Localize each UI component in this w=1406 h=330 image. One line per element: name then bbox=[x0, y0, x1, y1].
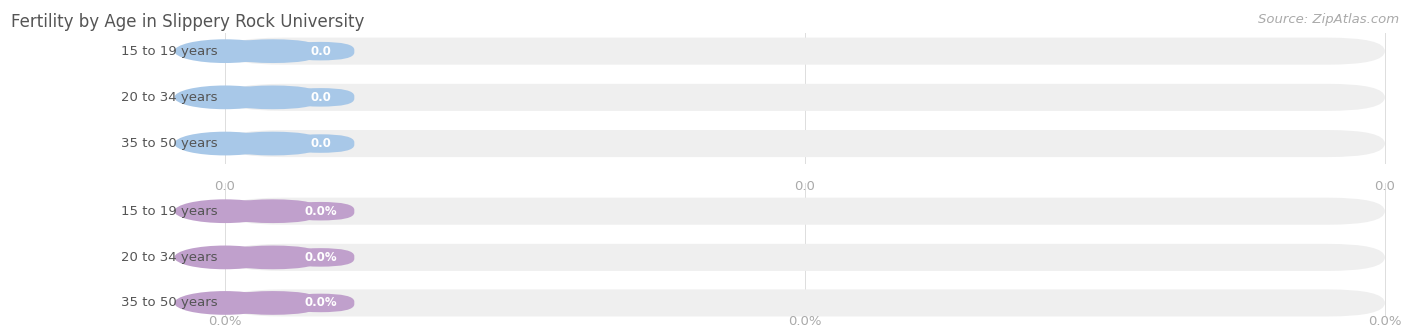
Text: 0.0: 0.0 bbox=[1375, 180, 1395, 193]
Text: 0.0%: 0.0% bbox=[208, 315, 242, 328]
Text: 0.0: 0.0 bbox=[311, 91, 330, 104]
FancyBboxPatch shape bbox=[225, 246, 321, 269]
Text: 35 to 50 years: 35 to 50 years bbox=[121, 296, 218, 310]
Circle shape bbox=[174, 199, 276, 223]
FancyBboxPatch shape bbox=[225, 132, 321, 155]
Text: 0.0: 0.0 bbox=[215, 180, 235, 193]
Text: 0.0%: 0.0% bbox=[1368, 315, 1402, 328]
FancyBboxPatch shape bbox=[287, 88, 354, 107]
FancyBboxPatch shape bbox=[225, 85, 321, 109]
Text: 0.0%: 0.0% bbox=[789, 315, 821, 328]
FancyBboxPatch shape bbox=[225, 289, 1385, 316]
FancyBboxPatch shape bbox=[287, 42, 354, 60]
FancyBboxPatch shape bbox=[287, 294, 354, 312]
FancyBboxPatch shape bbox=[225, 291, 321, 315]
Text: 20 to 34 years: 20 to 34 years bbox=[121, 91, 218, 104]
FancyBboxPatch shape bbox=[287, 248, 354, 267]
FancyBboxPatch shape bbox=[225, 198, 1385, 225]
Text: 15 to 19 years: 15 to 19 years bbox=[121, 45, 218, 58]
Circle shape bbox=[174, 246, 276, 269]
Text: 20 to 34 years: 20 to 34 years bbox=[121, 251, 218, 264]
FancyBboxPatch shape bbox=[225, 199, 321, 223]
FancyBboxPatch shape bbox=[225, 39, 321, 63]
Circle shape bbox=[174, 39, 276, 63]
Text: 0.0: 0.0 bbox=[794, 180, 815, 193]
Circle shape bbox=[174, 291, 276, 315]
Text: 35 to 50 years: 35 to 50 years bbox=[121, 137, 218, 150]
FancyBboxPatch shape bbox=[225, 244, 1385, 271]
Text: 0.0: 0.0 bbox=[311, 45, 330, 58]
Text: 0.0%: 0.0% bbox=[304, 251, 337, 264]
Text: 0.0%: 0.0% bbox=[304, 296, 337, 310]
FancyBboxPatch shape bbox=[225, 130, 1385, 157]
FancyBboxPatch shape bbox=[287, 134, 354, 153]
Text: Source: ZipAtlas.com: Source: ZipAtlas.com bbox=[1258, 13, 1399, 26]
FancyBboxPatch shape bbox=[225, 84, 1385, 111]
Text: 0.0%: 0.0% bbox=[304, 205, 337, 218]
Text: 0.0: 0.0 bbox=[311, 137, 330, 150]
Circle shape bbox=[174, 132, 276, 155]
Text: 15 to 19 years: 15 to 19 years bbox=[121, 205, 218, 218]
Circle shape bbox=[174, 85, 276, 109]
Text: Fertility by Age in Slippery Rock University: Fertility by Age in Slippery Rock Univer… bbox=[11, 13, 364, 31]
FancyBboxPatch shape bbox=[287, 202, 354, 220]
FancyBboxPatch shape bbox=[225, 38, 1385, 65]
